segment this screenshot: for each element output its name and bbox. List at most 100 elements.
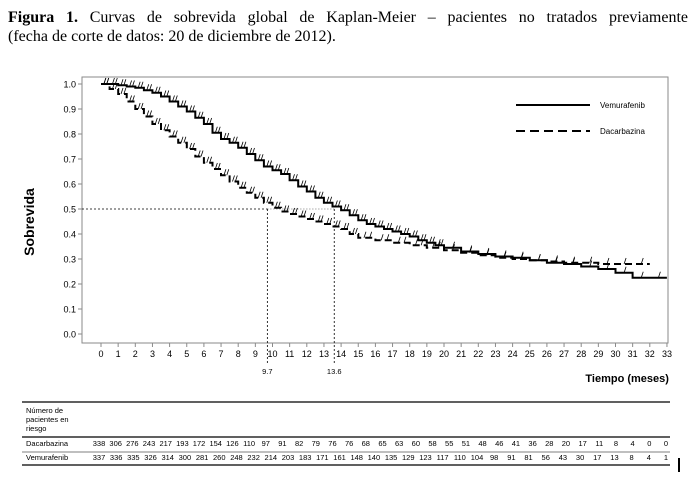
censor-mark — [312, 212, 315, 220]
censor-mark — [503, 251, 507, 258]
censor-mark — [377, 220, 381, 227]
censor-mark — [252, 147, 255, 155]
x-tick-label: 5 — [184, 349, 189, 359]
censor-mark — [303, 180, 307, 187]
risk-table-cell: 91 — [507, 453, 515, 462]
risk-table-cell: 28 — [545, 439, 553, 448]
censor-mark — [380, 220, 384, 227]
risk-table-title-line: riesgo — [26, 424, 46, 433]
x-tick-label: 8 — [236, 349, 241, 359]
censor-mark — [283, 205, 287, 212]
risk-table-row-label: Dacarbazina — [26, 439, 69, 448]
censor-mark — [243, 141, 247, 148]
risk-table-cell: 217 — [159, 439, 172, 448]
x-tick-label: 15 — [353, 349, 363, 359]
censor-mark — [240, 141, 244, 148]
censor-mark — [200, 111, 204, 118]
x-tick-label: 1 — [116, 349, 121, 359]
censor-mark — [369, 217, 373, 225]
censor-mark — [380, 234, 384, 241]
x-tick-label: 3 — [150, 349, 155, 359]
censor-mark — [352, 227, 355, 235]
censor-mark — [226, 169, 230, 176]
censor-mark — [223, 132, 227, 140]
censor-mark — [412, 230, 415, 237]
censor-mark — [520, 252, 524, 260]
risk-table-cell: 63 — [395, 439, 403, 448]
y-tick-label: 0.3 — [63, 255, 76, 265]
censor-mark — [395, 225, 398, 232]
censor-mark — [154, 117, 158, 125]
censor-mark — [286, 167, 290, 175]
x-tick-label: 30 — [610, 349, 620, 359]
figure-caption: Figura 1. Curvas de sobrevida global de … — [8, 8, 688, 46]
censor-mark — [209, 117, 212, 125]
risk-table-cell: 56 — [542, 453, 550, 462]
x-tick-label: 20 — [439, 349, 449, 359]
censor-mark — [326, 217, 330, 225]
x-tick-label: 32 — [645, 349, 655, 359]
censor-mark — [172, 130, 175, 137]
risk-table-cell: 58 — [428, 439, 436, 448]
censor-mark — [137, 81, 141, 88]
risk-table-cell: 30 — [576, 453, 584, 462]
x-tick-label: 12 — [302, 349, 312, 359]
censor-mark — [589, 256, 593, 263]
censor-mark — [346, 204, 350, 211]
plot-frame — [81, 76, 669, 344]
censor-mark — [623, 257, 627, 265]
risk-table-cell: 20 — [562, 439, 570, 448]
censor-mark — [217, 162, 221, 170]
censor-mark — [283, 167, 287, 175]
censor-mark — [114, 82, 118, 90]
series-line-vemurafenib — [101, 83, 667, 279]
censor-mark — [217, 126, 221, 133]
censor-mark — [266, 196, 270, 203]
censor-mark — [440, 239, 444, 246]
censor-mark — [657, 271, 661, 278]
censor-mark — [300, 180, 304, 187]
censor-mark — [197, 150, 201, 157]
censor-mark — [123, 79, 127, 86]
risk-table-cell: 148 — [350, 453, 363, 462]
censor-mark — [123, 87, 127, 95]
censor-mark — [183, 136, 187, 143]
risk-table-cell: 248 — [230, 453, 243, 462]
risk-table-cell: 36 — [528, 439, 536, 448]
risk-table-cell: 314 — [161, 453, 174, 462]
censor-mark — [114, 77, 118, 85]
x-tick-label: 26 — [542, 349, 552, 359]
censor-mark — [486, 249, 490, 256]
risk-table-cell: 4 — [631, 439, 635, 448]
x-tick-label: 31 — [628, 349, 638, 359]
censor-mark — [337, 220, 341, 227]
risk-table-cell: 161 — [333, 453, 346, 462]
risk-table-title-line: Número de — [26, 406, 63, 415]
censor-mark — [469, 246, 473, 253]
legend-label: Vemurafenib — [600, 101, 645, 110]
censor-mark — [206, 117, 210, 125]
censor-mark — [292, 174, 295, 181]
censor-mark — [260, 191, 264, 198]
censor-mark — [386, 234, 390, 241]
censor-mark — [352, 209, 355, 216]
risk-table-cell: 60 — [412, 439, 420, 448]
censor-mark — [294, 174, 298, 181]
censor-mark — [335, 220, 338, 227]
censor-mark — [274, 164, 278, 171]
censor-mark — [129, 95, 132, 102]
x-tick-label: 33 — [662, 349, 672, 359]
censor-mark — [397, 236, 401, 243]
censor-mark — [335, 200, 338, 207]
censor-mark — [329, 217, 333, 225]
x-axis-label: Tiempo (meses) — [585, 373, 669, 385]
censor-mark — [189, 105, 192, 112]
risk-table-cell: 51 — [462, 439, 470, 448]
censor-mark — [206, 156, 210, 163]
censor-mark — [572, 256, 576, 263]
censor-mark — [209, 156, 212, 163]
x-tick-label: 28 — [576, 349, 586, 359]
censor-mark — [189, 142, 192, 150]
risk-table-cell: 8 — [614, 439, 618, 448]
censor-mark — [415, 230, 418, 237]
